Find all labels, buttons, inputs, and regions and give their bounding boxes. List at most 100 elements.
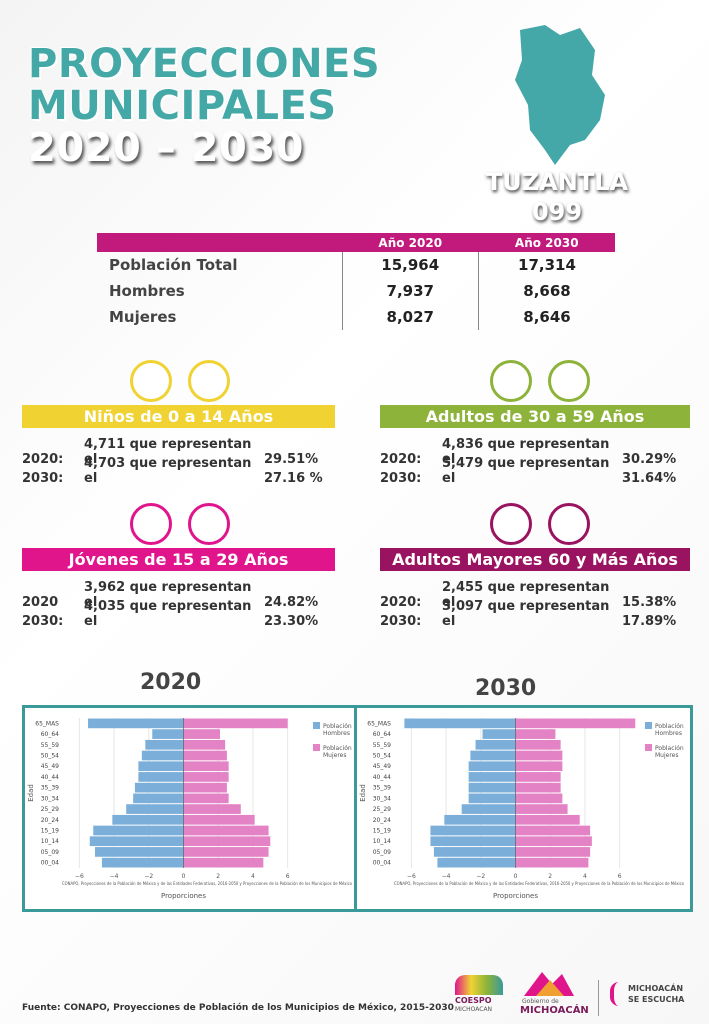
- x-tick-label: 0: [514, 873, 518, 880]
- group-line: 2030: 3,097 que representan el 17.89%: [380, 599, 692, 629]
- bar: [101, 857, 184, 868]
- y-tick-label: 00_04: [41, 860, 59, 867]
- y-tick-label: 65_MAS: [35, 720, 59, 727]
- cell: 7,937: [342, 278, 479, 304]
- legend-label: Población Hombres: [655, 723, 684, 737]
- bar: [430, 836, 516, 847]
- legend-swatch: [313, 722, 320, 729]
- bar: [145, 739, 184, 750]
- y-tick-label: 05_09: [373, 849, 391, 856]
- bar: [515, 772, 561, 782]
- group-year: 2030:: [380, 614, 422, 629]
- note: CONAPO, Proyecciones de la Población de …: [394, 881, 685, 886]
- y-tick-label: 55_59: [373, 742, 391, 749]
- logo-icon: [524, 972, 574, 996]
- y-tick-label: 25_29: [41, 806, 59, 813]
- bar: [141, 750, 184, 761]
- y-tick-label: 65_MAS: [367, 720, 391, 727]
- group-text: 4,703 que representan el: [84, 456, 252, 486]
- bar: [515, 814, 580, 825]
- x-tick-label: 4: [583, 873, 587, 880]
- group-pct: 31.64%: [622, 471, 677, 486]
- bar: [94, 847, 184, 857]
- group-pct: 27.16 %: [264, 471, 323, 486]
- group-year: 2020:: [380, 595, 422, 610]
- row-label: Población Total: [97, 252, 343, 278]
- chart-title: 2020: [140, 670, 202, 695]
- bar: [515, 836, 592, 847]
- bar: [183, 857, 264, 868]
- municipality: TUZANTLA: [485, 168, 629, 196]
- group-text: 5,479 que representan el: [442, 456, 610, 486]
- x-tick-label: −4: [110, 873, 119, 880]
- group-text: 4,711 que representan el: [84, 437, 252, 467]
- icon: [188, 360, 230, 402]
- bar: [468, 782, 516, 793]
- logo-icon: [610, 982, 628, 1006]
- group-year: 2020: [22, 595, 59, 610]
- note: CONAPO, Proyecciones de la Población de …: [62, 881, 353, 886]
- y-tick-label: 00_04: [373, 860, 391, 867]
- chart-frame: [22, 705, 693, 912]
- y-axis-label: Edad: [27, 784, 35, 802]
- group-year: 2030:: [380, 471, 422, 486]
- bar: [134, 782, 184, 793]
- bar: [152, 729, 184, 739]
- group-pct: 30.29%: [622, 452, 677, 467]
- group-text: 3,962 que representan el: [84, 580, 252, 610]
- bar: [404, 718, 516, 729]
- y-tick-label: 50_54: [41, 753, 59, 760]
- group-text: 4,836 que representan el: [442, 437, 610, 467]
- cell: 8,027: [342, 304, 479, 330]
- bar: [126, 804, 184, 814]
- bar: [183, 782, 227, 793]
- y-tick-label: 45_49: [41, 763, 59, 770]
- bar: [468, 772, 516, 782]
- title-line: 2020 – 2030: [28, 125, 305, 171]
- row-label: Mujeres: [97, 304, 343, 330]
- group-text: 3,097 que representan el: [442, 599, 610, 629]
- y-axis-label: Edad: [359, 784, 367, 802]
- chart: −6 −4 −2 0 2 4 6 65_MAS 60_64 55_59 50_54 45_49 40_4…: [359, 718, 685, 900]
- bar: [138, 761, 184, 772]
- y-tick-label: 50_54: [373, 753, 391, 760]
- icon: [130, 503, 172, 545]
- summary-table: Año 2020 Año 2030 Población Total 15,964 17…: [97, 233, 615, 330]
- cell: 15,964: [342, 252, 479, 278]
- row-label: Hombres: [97, 278, 343, 304]
- bar: [433, 847, 516, 857]
- legend-label: Población Hombres: [323, 723, 352, 737]
- col-header: Año 2020: [342, 233, 479, 252]
- group-title: Niños de 0 a 14 Años: [22, 405, 335, 428]
- legend-swatch: [645, 722, 652, 729]
- chart: −6 −4 −2 0 2 4 6 65_MAS 60_64 55_59 50_54 45_49 40_4…: [27, 718, 353, 900]
- group-line: 2030: 5,479 que representan el 31.64%: [380, 456, 692, 486]
- bar: [470, 750, 516, 761]
- y-tick-label: 05_09: [41, 849, 59, 856]
- legend-swatch: [645, 744, 652, 751]
- bar: [88, 718, 184, 729]
- legend-swatch: [313, 744, 320, 751]
- bar: [515, 750, 563, 761]
- y-tick-label: 15_19: [373, 828, 391, 835]
- cell: 17,314: [518, 256, 576, 274]
- y-tick-label: 20_24: [41, 817, 59, 824]
- bar: [430, 825, 516, 836]
- group-title: Jóvenes de 15 a 29 Años: [22, 548, 335, 571]
- group-pct: 24.82%: [264, 595, 319, 610]
- bar: [112, 814, 184, 825]
- y-tick-label: 40_44: [41, 774, 59, 781]
- icon: [130, 360, 172, 402]
- group-line: 2020: 4,836 que representan el 30.29%: [380, 437, 692, 467]
- icon: [490, 503, 532, 545]
- bar: [515, 825, 591, 836]
- bar: [183, 804, 241, 814]
- group-year: 2030:: [22, 614, 64, 629]
- bar: [183, 772, 229, 782]
- bar: [515, 857, 589, 868]
- bar: [183, 729, 220, 739]
- bar: [183, 750, 227, 761]
- x-tick-label: −2: [144, 873, 153, 880]
- bar: [89, 836, 184, 847]
- group-line: 2030: 4,035 que representan el 23.30%: [22, 599, 334, 629]
